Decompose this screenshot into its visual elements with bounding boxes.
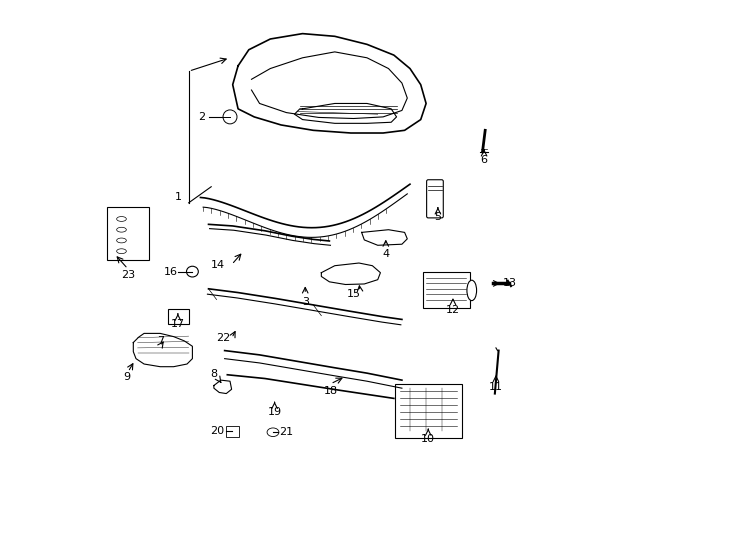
Text: 23: 23 [121,271,135,280]
Text: 15: 15 [346,289,360,299]
Text: 19: 19 [267,407,282,417]
FancyBboxPatch shape [167,309,189,324]
Ellipse shape [117,249,126,254]
Text: 1: 1 [175,192,181,202]
Text: 2: 2 [198,112,205,122]
Text: 8: 8 [211,369,217,379]
Circle shape [223,110,237,124]
Text: 18: 18 [324,386,338,396]
Text: 9: 9 [123,373,130,382]
Ellipse shape [117,227,126,232]
FancyBboxPatch shape [426,180,443,218]
Text: 4: 4 [382,249,389,259]
Text: 13: 13 [502,279,516,288]
Text: 12: 12 [446,305,460,315]
Text: 5: 5 [435,212,441,222]
FancyBboxPatch shape [107,207,150,260]
Ellipse shape [267,428,279,436]
Text: 16: 16 [164,267,178,276]
Text: 22: 22 [216,333,230,343]
Text: 6: 6 [481,155,487,165]
Text: 17: 17 [171,319,185,329]
Ellipse shape [467,280,476,301]
Text: 20: 20 [211,426,225,436]
Ellipse shape [117,238,126,243]
Text: 14: 14 [211,260,225,269]
Ellipse shape [117,217,126,221]
FancyBboxPatch shape [396,384,462,437]
Text: 21: 21 [280,427,294,437]
Text: 3: 3 [302,297,309,307]
FancyBboxPatch shape [226,427,239,437]
FancyBboxPatch shape [423,272,470,308]
Text: 7: 7 [156,336,164,346]
Text: 11: 11 [489,382,503,392]
Text: 10: 10 [421,434,435,444]
Ellipse shape [186,266,198,277]
